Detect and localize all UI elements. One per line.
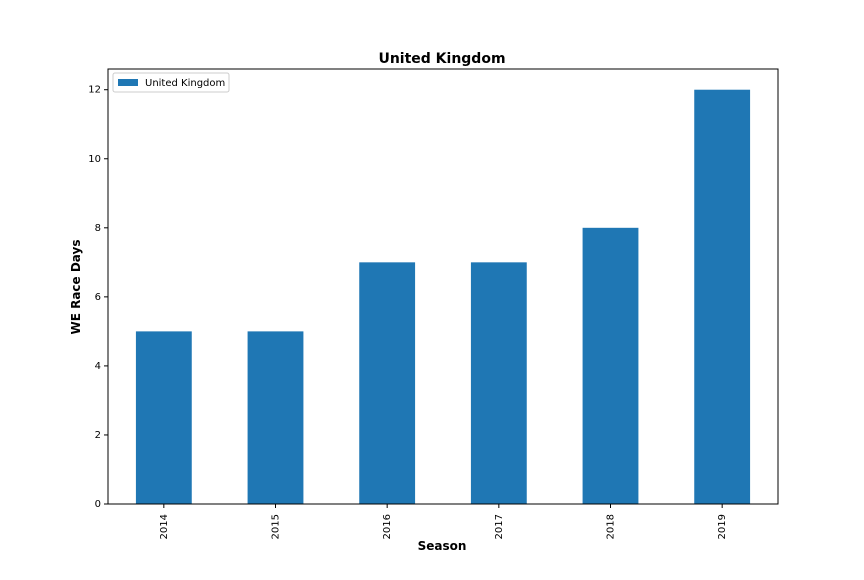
x-tick-label: 2015 <box>271 514 282 539</box>
y-tick-label: 12 <box>88 85 101 96</box>
bar-2014 <box>135 331 192 504</box>
y-tick-label: 0 <box>95 499 101 510</box>
bar-2015 <box>247 331 304 504</box>
y-tick-label: 2 <box>95 430 101 441</box>
x-axis-label: Season <box>418 539 467 553</box>
y-tick-label: 10 <box>88 154 101 165</box>
bar-2016 <box>359 262 416 504</box>
y-tick-label: 8 <box>95 223 101 234</box>
legend-frame <box>112 72 230 93</box>
bar-2017 <box>470 262 527 504</box>
plot-area: 2014 2015 2016 2017 2018 2019 0 2 4 6 8 10 12 <box>88 68 779 539</box>
x-tick-label: 2018 <box>606 514 617 539</box>
y-tick-label: 4 <box>95 361 101 372</box>
legend: United Kingdom <box>112 72 230 93</box>
x-tick-label: 2014 <box>159 514 170 539</box>
y-tick-label: 6 <box>95 292 101 303</box>
y-axis-label: WE Race Days <box>69 239 83 334</box>
legend-swatch <box>118 79 138 86</box>
bar-2018 <box>582 227 639 505</box>
chart-title: United Kingdom <box>378 51 505 67</box>
bar-2019 <box>694 89 751 504</box>
x-tick-label: 2016 <box>382 514 393 539</box>
legend-label: United Kingdom <box>145 78 225 89</box>
plot-frame <box>107 68 779 505</box>
x-tick-label: 2019 <box>717 514 728 539</box>
x-tick-label: 2017 <box>494 514 505 539</box>
